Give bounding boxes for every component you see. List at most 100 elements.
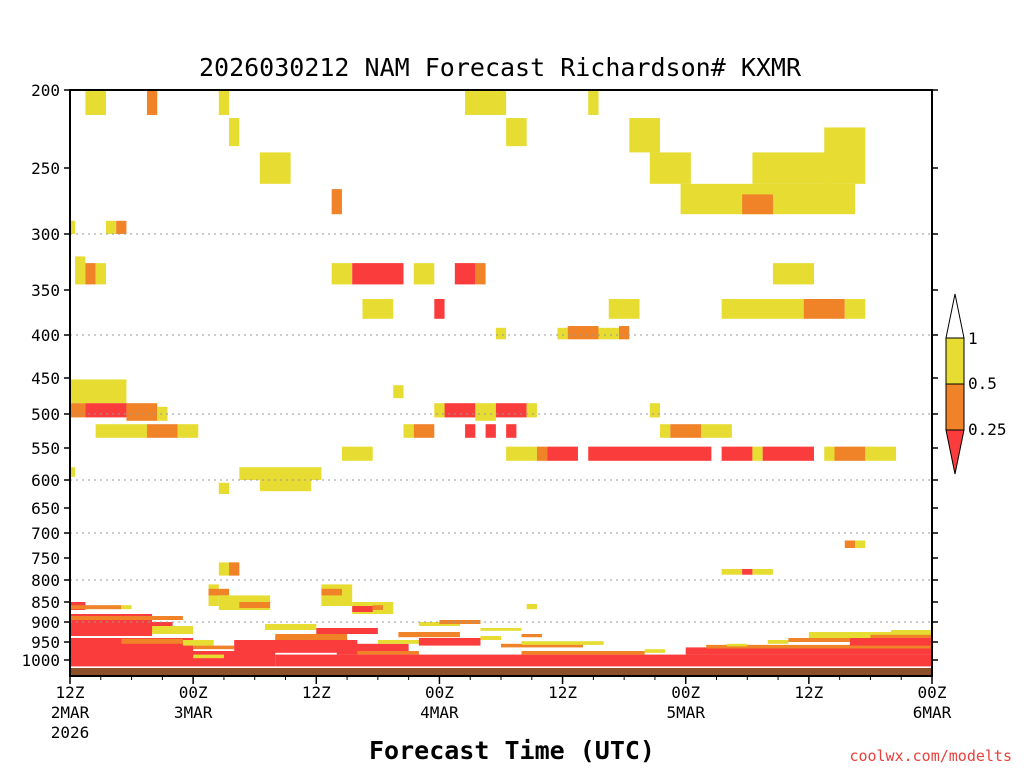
- ri-cell: [157, 406, 168, 421]
- x-tick-date-label: 2MAR: [51, 703, 90, 722]
- ri-cell: [670, 424, 702, 438]
- ri-cell: [70, 605, 122, 610]
- ri-cell: [264, 624, 317, 630]
- colorbar-level-label: 0.25: [968, 420, 1007, 439]
- ri-cell: [341, 446, 373, 461]
- ri-cell: [444, 403, 476, 418]
- colorbar-top-arrow: [945, 293, 965, 339]
- ri-cell: [434, 299, 445, 319]
- y-axis-ticks: 200 250 300 350 400 450 500 550 600 650 700 750 800 8…: [21, 81, 938, 670]
- gridlines: [70, 233, 932, 623]
- ri-cell: [824, 446, 835, 461]
- ri-cell: [495, 403, 527, 418]
- ri-cell: [95, 263, 106, 285]
- ri-cell: [259, 152, 291, 184]
- ri-cell: [706, 644, 932, 649]
- ri-cell: [70, 220, 76, 234]
- x-tick-label: 12Z: [548, 683, 577, 702]
- x-tick-label: 00Z: [425, 683, 454, 702]
- ri-cell: [480, 636, 501, 640]
- ri-cell: [685, 647, 932, 655]
- ri-cell: [331, 189, 342, 215]
- ri-cell: [772, 263, 814, 285]
- ri-cell: [726, 643, 748, 647]
- ri-cell: [803, 299, 845, 319]
- y-tick-label: 600: [31, 471, 60, 490]
- y-tick-label: 500: [31, 405, 60, 424]
- ri-cell: [259, 480, 312, 492]
- ri-cell: [588, 90, 599, 115]
- y-tick-label: 850: [31, 593, 60, 612]
- ri-cell: [239, 602, 271, 608]
- x-tick-label: 12Z: [56, 683, 85, 702]
- ri-cell: [506, 118, 527, 147]
- ri-cell: [752, 446, 763, 461]
- ri-cell: [229, 562, 240, 576]
- ri-cell: [352, 263, 404, 285]
- ri-cell: [413, 424, 435, 438]
- ri-cell: [418, 638, 481, 646]
- credit-link[interactable]: coolwx.com/modelts: [849, 747, 1012, 765]
- x-tick-date-label: 6MAR: [913, 703, 952, 722]
- x-tick-year-label: 2026: [51, 723, 90, 742]
- y-tick-label: 900: [31, 613, 60, 632]
- ri-cell: [372, 605, 383, 610]
- ri-cell: [521, 641, 604, 645]
- x-tick-label: 12Z: [794, 683, 823, 702]
- ri-cell: [629, 118, 661, 153]
- x-tick-label: 00Z: [179, 683, 208, 702]
- ri-cell: [336, 643, 409, 655]
- y-tick-label: 550: [31, 439, 60, 458]
- ri-cell: [480, 628, 522, 631]
- ri-cell: [834, 446, 866, 461]
- y-tick-label: 300: [31, 225, 60, 244]
- ri-cell: [608, 299, 640, 319]
- ri-cell: [475, 403, 496, 421]
- x-tick-date-label: 4MAR: [420, 703, 459, 722]
- ri-cell: [506, 446, 537, 461]
- y-tick-label: 700: [31, 524, 60, 543]
- y-tick-label: 200: [31, 81, 60, 100]
- y-tick-label: 750: [31, 549, 60, 568]
- ri-cell: [465, 90, 507, 115]
- ri-cell: [649, 152, 691, 184]
- ri-cell: [721, 569, 743, 575]
- ri-cell: [121, 605, 132, 610]
- ri-cell: [788, 638, 850, 642]
- ri-cell: [588, 446, 599, 461]
- ri-cell: [275, 634, 348, 640]
- ri-cell: [90, 622, 173, 632]
- ri-cell: [506, 424, 517, 438]
- colorbar-level-label: 0.5: [968, 374, 997, 393]
- ri-cell: [70, 616, 183, 620]
- chart-title: 2026030212 NAM Forecast Richardson# KXMR: [199, 53, 802, 82]
- ri-cell: [439, 620, 481, 624]
- ri-cell: [526, 403, 537, 418]
- ri-cell: [121, 638, 183, 644]
- ri-cell: [85, 90, 106, 115]
- ri-cell: [644, 649, 666, 653]
- ri-cell: [721, 299, 804, 319]
- ri-cell: [752, 152, 835, 184]
- x-tick-label: 12Z: [302, 683, 331, 702]
- ri-cell: [70, 651, 276, 667]
- ri-cell: [865, 446, 897, 461]
- ri-cell: [526, 604, 537, 610]
- colorbar-bottom-arrow: [945, 429, 965, 475]
- ri-cell: [454, 263, 476, 285]
- y-tick-label: 400: [31, 326, 60, 345]
- y-tick-label: 800: [31, 571, 60, 590]
- ri-cell: [146, 90, 158, 115]
- y-tick-label: 450: [31, 369, 60, 388]
- ri-cell: [767, 640, 789, 644]
- ri-cell: [316, 628, 378, 634]
- colorbar-yellow-band: [945, 337, 965, 385]
- ri-cell: [95, 424, 147, 438]
- ri-cell: [70, 379, 127, 404]
- ri-cell: [849, 638, 932, 646]
- ri-cell: [193, 645, 235, 650]
- ri-cell: [70, 467, 76, 477]
- heatmap-cells: [70, 90, 932, 676]
